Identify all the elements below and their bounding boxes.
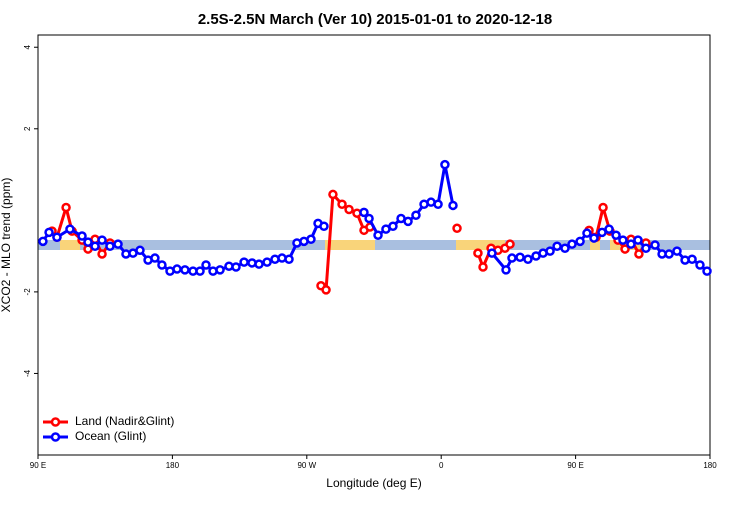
data-point xyxy=(440,159,450,170)
data-point xyxy=(618,235,628,245)
data-point xyxy=(364,213,374,224)
data-point xyxy=(515,252,525,262)
x-tick-label: 0 xyxy=(439,461,444,470)
data-point xyxy=(83,237,93,247)
data-point xyxy=(687,254,697,265)
legend-marker xyxy=(50,432,61,442)
data-point xyxy=(337,199,347,209)
data-point xyxy=(215,265,225,275)
data-point xyxy=(582,228,592,238)
legend-label: Ocean (Glint) xyxy=(75,429,146,443)
land-band xyxy=(60,240,80,250)
legend-label: Land (Nadir&Glint) xyxy=(75,414,174,428)
data-point xyxy=(626,239,636,249)
data-point xyxy=(433,199,443,209)
data-point xyxy=(373,230,383,240)
data-point xyxy=(306,234,316,245)
data-point xyxy=(575,236,585,247)
data-point xyxy=(44,227,54,238)
data-point xyxy=(157,260,167,270)
data-point xyxy=(695,260,705,270)
data-point xyxy=(77,231,87,241)
data-point xyxy=(545,246,555,256)
data-point xyxy=(254,259,264,269)
data-point xyxy=(634,249,644,259)
data-point xyxy=(597,227,607,238)
data-point xyxy=(388,221,398,231)
data-point xyxy=(150,253,160,263)
data-point xyxy=(523,254,533,265)
data-point xyxy=(589,233,599,243)
data-point xyxy=(239,257,249,267)
x-tick-label: 180 xyxy=(166,461,180,470)
data-point xyxy=(567,239,577,249)
data-point xyxy=(344,204,354,215)
data-point xyxy=(61,202,71,213)
data-point xyxy=(505,239,515,249)
legend-marker xyxy=(50,417,61,427)
y-tick-label: 2 xyxy=(23,126,32,131)
y-tick-label: 4 xyxy=(23,44,32,49)
data-point xyxy=(501,265,511,275)
data-point xyxy=(403,216,413,227)
data-point xyxy=(664,249,674,259)
data-point xyxy=(604,224,614,234)
data-point xyxy=(38,236,48,247)
data-point xyxy=(328,189,338,200)
land-band xyxy=(325,240,375,250)
data-point xyxy=(487,248,497,258)
data-point xyxy=(598,202,608,213)
land-band xyxy=(590,240,600,250)
y-axis-label: XCO2 - MLO trend (ppm) xyxy=(0,178,13,313)
y-tick-label: -2 xyxy=(23,288,32,296)
data-point xyxy=(650,240,660,250)
data-point xyxy=(620,244,630,254)
x-tick-label: 180 xyxy=(703,461,717,470)
data-point xyxy=(478,262,488,272)
data-point xyxy=(113,239,123,249)
data-point xyxy=(97,235,107,245)
data-point xyxy=(560,243,570,254)
data-point xyxy=(633,235,643,245)
data-point xyxy=(473,248,483,258)
data-point xyxy=(172,264,182,274)
data-point xyxy=(201,260,211,270)
plot-frame xyxy=(37,34,711,456)
data-point xyxy=(359,207,369,218)
data-point xyxy=(702,266,712,276)
data-point xyxy=(319,221,329,231)
data-point xyxy=(672,246,682,256)
chart-title: 2.5S-2.5N March (Ver 10) 2015-01-01 to 2… xyxy=(198,11,552,28)
data-point xyxy=(507,253,517,263)
data-point xyxy=(284,254,294,265)
x-axis-label: Longitude (deg E) xyxy=(326,476,421,490)
data-point xyxy=(411,210,421,220)
x-tick-label: 90 E xyxy=(567,461,583,470)
y-tick-label: -4 xyxy=(23,369,32,377)
data-point xyxy=(90,241,100,251)
data-point xyxy=(97,249,107,259)
x-tick-label: 90 E xyxy=(30,461,46,470)
data-point xyxy=(195,266,205,276)
data-point xyxy=(231,262,241,272)
data-point xyxy=(641,243,651,254)
data-point xyxy=(65,224,75,234)
land-band xyxy=(456,240,505,250)
data-point xyxy=(552,241,562,251)
x-tick-label: 90 W xyxy=(297,461,316,470)
data-point xyxy=(180,265,190,275)
data-point xyxy=(611,230,621,240)
data-point xyxy=(452,223,462,234)
data-point xyxy=(262,257,272,267)
data-point xyxy=(448,200,458,211)
data-point xyxy=(135,245,145,256)
data-point xyxy=(105,241,115,251)
data-point xyxy=(52,232,62,243)
data-point xyxy=(321,285,331,295)
